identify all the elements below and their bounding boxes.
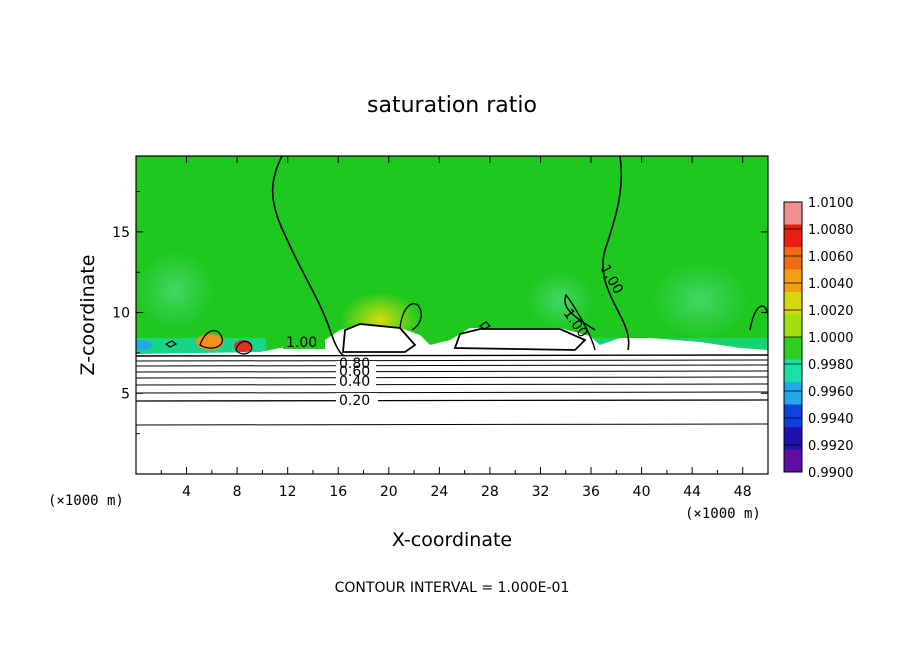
contour-line xyxy=(136,354,768,357)
contour-label-background xyxy=(336,393,378,408)
plot-frame xyxy=(135,155,769,475)
contour-line xyxy=(478,321,492,330)
contour-line xyxy=(136,383,768,386)
colorbar-swatch xyxy=(784,269,802,293)
colorbar-swatch xyxy=(784,247,802,270)
colorbar-swatch xyxy=(784,202,802,225)
y-tick-label: 5 xyxy=(121,386,130,402)
contour-line xyxy=(235,340,253,355)
y-unit-label: (×1000 m) xyxy=(48,493,124,509)
colorbar-swatch xyxy=(784,292,802,315)
colorbar-label: 0.9900 xyxy=(808,466,854,481)
field-structure xyxy=(136,340,152,350)
field-structure xyxy=(136,250,215,330)
contour-line xyxy=(164,340,178,348)
contour-line xyxy=(136,391,768,394)
x-unit-label: (×1000 m) xyxy=(685,506,761,522)
y-tick-label: 15 xyxy=(112,225,130,241)
x-tick-label: 20 xyxy=(380,484,398,500)
field-structure xyxy=(234,340,252,352)
colorbar-swatch xyxy=(784,382,802,405)
field-structure xyxy=(525,270,595,330)
y-tick-label: 10 xyxy=(112,306,130,322)
colorbar-swatch xyxy=(784,449,802,473)
contour-label: 1.00 xyxy=(286,335,317,351)
x-tick-label: 8 xyxy=(233,484,242,500)
colorbar-label: 0.9940 xyxy=(808,412,854,427)
colorbar-swatch xyxy=(784,404,802,428)
contour-label: 0.40 xyxy=(339,374,370,390)
chart-title: saturation ratio xyxy=(367,93,537,118)
colorbar-swatch xyxy=(784,337,802,360)
x-tick-label: 4 xyxy=(182,484,191,500)
colorbar-label: 1.0020 xyxy=(808,304,854,319)
contour-line xyxy=(136,364,768,367)
contour-interval-note: CONTOUR INTERVAL = 1.000E-01 xyxy=(335,580,570,596)
contour-label: 0.20 xyxy=(339,393,370,409)
x-tick-label: 28 xyxy=(481,484,499,500)
contour-line xyxy=(136,370,768,373)
x-tick-label: 44 xyxy=(683,484,701,500)
colorbar: 1.0100 1.0080 1.0060 1.0040 1.0020 1.0000 0.99… xyxy=(783,196,854,481)
y-axis-label: Z-coordinate xyxy=(77,255,99,376)
contour-label: 0.60 xyxy=(339,364,370,380)
x-tick-label: 16 xyxy=(329,484,347,500)
colorbar-label: 0.9920 xyxy=(808,439,854,454)
contour-line xyxy=(136,423,768,426)
x-tick-label: 48 xyxy=(734,484,752,500)
contour-line xyxy=(136,399,768,402)
x-tick-label: 32 xyxy=(532,484,550,500)
colorbar-swatch xyxy=(784,359,802,383)
contour-line xyxy=(399,303,422,331)
colorbar-label: 1.0000 xyxy=(808,331,854,346)
subsaturated-region xyxy=(136,356,768,474)
colorbar-label: 1.0060 xyxy=(808,250,854,265)
colorbar-label: 1.0080 xyxy=(808,223,854,238)
cloud-contour xyxy=(453,328,587,351)
contour-line xyxy=(136,359,768,362)
field-structure xyxy=(650,260,750,340)
colorbar-swatch xyxy=(784,427,802,450)
contour-line xyxy=(602,156,630,351)
colorbar-label: 1.0100 xyxy=(808,196,854,211)
colorbar-label: 0.9980 xyxy=(808,358,854,373)
contour-line xyxy=(564,293,596,351)
contour-label: 0.80 xyxy=(339,356,370,372)
x-tick-label: 36 xyxy=(582,484,600,500)
x-axis-label: X-coordinate xyxy=(392,529,512,551)
contour-label-background xyxy=(336,361,376,391)
x-tick-label: 40 xyxy=(633,484,651,500)
colorbar-label: 0.9960 xyxy=(808,385,854,400)
plot-area xyxy=(136,156,768,474)
contour-line xyxy=(271,156,346,357)
contour-line xyxy=(136,376,768,379)
contour-line xyxy=(199,329,224,349)
x-tick-label: 24 xyxy=(430,484,448,500)
colorbar-swatch xyxy=(784,224,802,248)
contour-label-background xyxy=(283,333,325,349)
colorbar-label: 1.0040 xyxy=(808,277,854,292)
x-tick-label: 12 xyxy=(279,484,297,500)
colorbar-swatch xyxy=(784,314,802,338)
